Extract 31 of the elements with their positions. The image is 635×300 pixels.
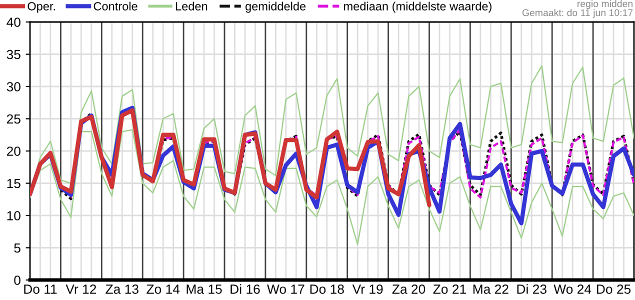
y-tick-label: 10 [7, 211, 20, 220]
legend-label: Oper. [28, 2, 55, 13]
x-tick-label: Za 13 [106, 284, 138, 294]
legend-label: gemiddelde [246, 2, 306, 13]
x-tick-label: Wo 17 [267, 284, 304, 294]
legend-label: mediaan (middelste waarde) [344, 2, 492, 13]
x-tick-label: Za 20 [392, 284, 426, 294]
x-tick-label: Do 25 [597, 284, 631, 294]
legend-label: Controle [94, 2, 138, 10]
x-tick-label: Di 23 [517, 284, 546, 294]
y-tick-label: 15 [7, 178, 20, 188]
x-tick-label: Zo 14 [146, 284, 180, 294]
y-tick-label: 0 [14, 276, 20, 285]
x-tick-label: Vr 19 [352, 284, 383, 294]
x-tick-label: Ma 15 [186, 284, 222, 294]
legend-label: Leden [176, 2, 208, 10]
x-tick-label: Zo 21 [433, 284, 466, 294]
x-tick-label: Wo 24 [554, 284, 592, 294]
y-tick-label: 5 [14, 243, 20, 253]
text: regio midden [578, 0, 632, 10]
x-tick-label: Vr 12 [66, 284, 96, 294]
x-tick-label: Do 18 [310, 284, 344, 294]
y-tick-label: 30 [6, 82, 20, 92]
y-tick-label: 35 [6, 50, 20, 60]
text: Gemaakt: do 11 jun 10:17 [522, 9, 633, 18]
x-tick-label: Di 16 [230, 284, 260, 294]
y-tick-label: 20 [6, 146, 20, 156]
y-tick-label: 40 [6, 18, 20, 27]
x-tick-label: Do 11 [24, 284, 57, 294]
y-tick-label: 25 [6, 114, 20, 124]
x-tick-label: Ma 22 [473, 284, 508, 294]
